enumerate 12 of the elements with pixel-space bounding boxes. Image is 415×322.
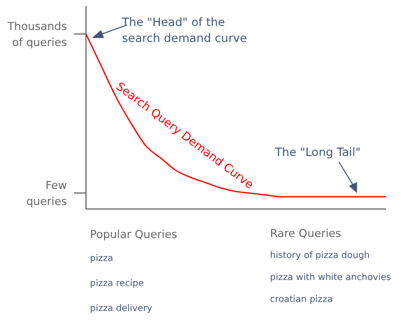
text: pizza delivery [90, 304, 153, 314]
text: Popular Queries [90, 228, 178, 241]
text: history of pizza dough [270, 251, 370, 261]
text: croatian pizza [270, 295, 333, 305]
text: Few queries [26, 179, 68, 208]
text: Thousands of queries [6, 20, 68, 49]
text: pizza recipe [90, 279, 144, 289]
annotation: The "Head" of the search demand curve [121, 15, 247, 45]
text: pizza with white anchovies [270, 273, 392, 283]
text: Rare Queries [270, 227, 342, 240]
annotation: The "Long Tail" [274, 145, 361, 159]
text: pizza [90, 254, 114, 264]
